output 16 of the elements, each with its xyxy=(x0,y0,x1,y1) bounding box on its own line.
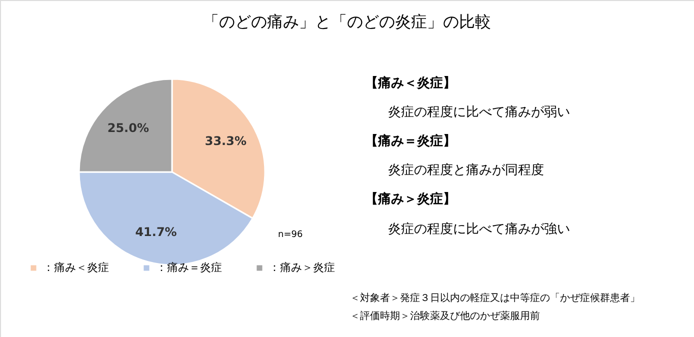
data-label: 33.3% xyxy=(204,134,246,148)
legend-label: ：痛み＝炎症 xyxy=(156,260,222,274)
text: 炎症の程度に比べて痛みが強い xyxy=(388,221,570,237)
text: 【痛み＜炎症】 xyxy=(365,75,456,91)
text: 【痛み＝炎症】 xyxy=(365,133,456,149)
data-label: 41.7% xyxy=(135,224,177,239)
chart-title: 「のどの痛み」と「のどの炎症」の比較 xyxy=(203,12,491,31)
legend-label: ：痛み＞炎症 xyxy=(269,260,335,274)
data-label: 25.0% xyxy=(107,121,149,136)
text: 【痛み＞炎症】 xyxy=(365,191,456,207)
text: 炎症の程度に比べて痛みが弱い xyxy=(388,104,570,120)
legend-label: ：痛み＜炎症 xyxy=(43,260,109,274)
text: 炎症の程度と痛みが同程度 xyxy=(388,162,544,178)
text: ＜評価時期＞治験薬及び他のかぜ薬服用前 xyxy=(350,310,540,322)
text: n=96 xyxy=(278,230,303,240)
text: ＜対象者＞発症３日以内の軽症又は中等症の「かぜ症候群患者」 xyxy=(350,292,640,304)
